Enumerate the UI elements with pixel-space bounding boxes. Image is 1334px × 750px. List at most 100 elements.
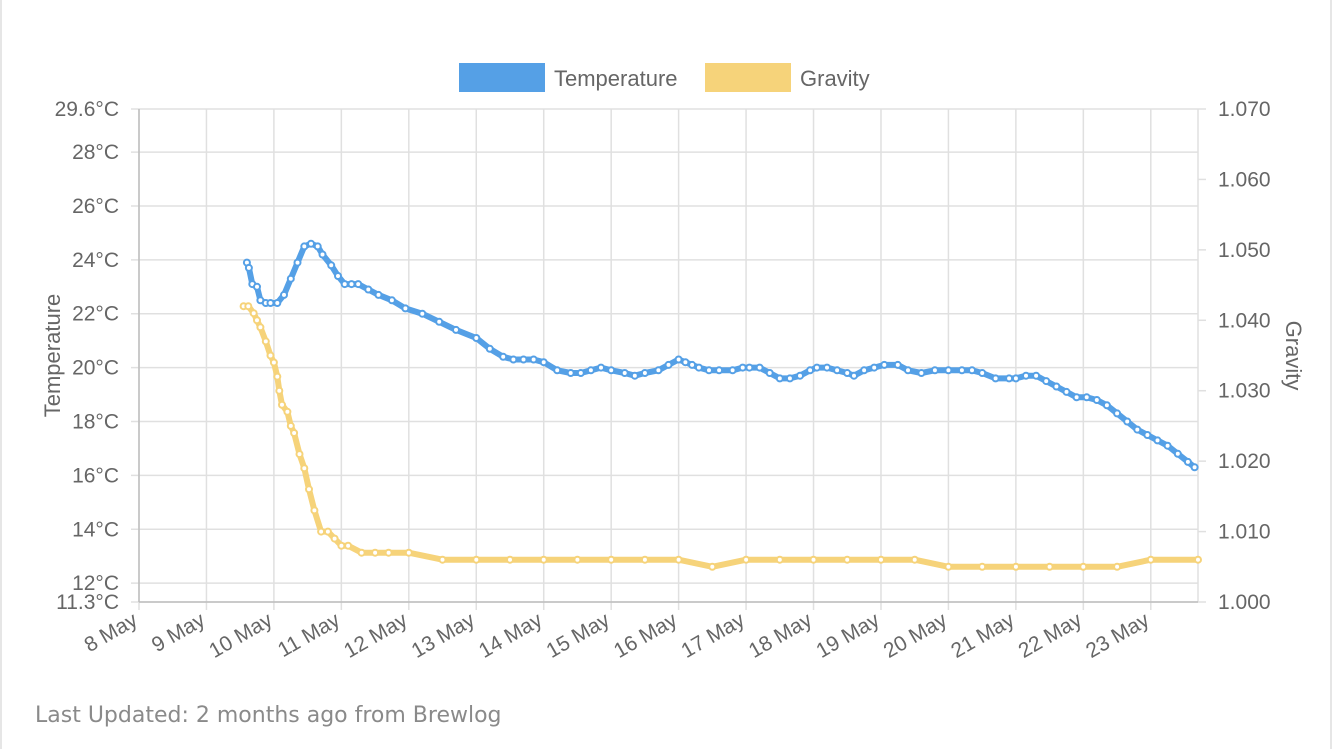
data-point-temperature — [354, 280, 363, 289]
y-left-tick-label: 12°C — [72, 572, 119, 595]
data-point-gravity — [290, 429, 299, 437]
data-point-gravity — [472, 555, 481, 564]
data-point-temperature — [374, 290, 383, 299]
data-point-gravity — [1194, 555, 1202, 564]
series-line-temperature — [243, 240, 1198, 471]
data-point-gravity — [323, 527, 332, 536]
data-point-gravity — [607, 555, 616, 564]
legend-swatch-temperature[interactable] — [459, 63, 545, 92]
x-tick-label: 9 May — [148, 608, 209, 657]
data-point-gravity — [337, 541, 346, 550]
grid — [131, 108, 1206, 610]
data-point-temperature — [387, 296, 396, 305]
data-point-temperature — [715, 366, 724, 375]
data-point-gravity — [310, 506, 319, 515]
legend-label-gravity[interactable]: Gravity — [800, 66, 870, 91]
data-point-temperature — [280, 290, 288, 299]
data-point-temperature — [244, 263, 253, 272]
data-point-temperature — [286, 274, 295, 283]
y-left-axis-title: Temperature — [40, 294, 65, 418]
data-point-temperature — [485, 344, 494, 353]
data-point-temperature — [1183, 457, 1192, 466]
data-point-temperature — [1092, 396, 1101, 404]
data-point-gravity — [330, 534, 339, 543]
data-point-temperature — [944, 366, 953, 375]
data-point-gravity — [539, 555, 548, 564]
data-point-temperature — [870, 363, 879, 372]
data-point-temperature — [529, 355, 538, 364]
data-point-temperature — [340, 280, 349, 289]
data-point-temperature — [472, 334, 481, 342]
y-left-tick-label: 24°C — [72, 249, 119, 272]
legend: Temperature Gravity — [459, 63, 870, 92]
series-temperature — [242, 239, 1199, 472]
y-right-tick-label: 1.000 — [1218, 591, 1271, 614]
y-left-tick-label: 11.3°C — [56, 591, 119, 614]
x-tick-label: 17 May — [677, 608, 749, 663]
data-point-gravity — [708, 562, 717, 571]
data-point-temperature — [1190, 463, 1199, 472]
data-point-temperature — [694, 363, 703, 372]
y-left-tick-label: 20°C — [72, 357, 119, 380]
data-point-gravity — [269, 358, 278, 367]
series-gravity — [239, 302, 1202, 571]
data-point-temperature — [452, 325, 460, 334]
data-point-gravity — [573, 555, 582, 564]
data-point-gravity — [775, 555, 784, 564]
x-tick-label: 10 May — [205, 608, 277, 663]
data-point-temperature — [1042, 377, 1051, 386]
data-point-gravity — [910, 555, 919, 564]
data-point-temperature — [664, 360, 673, 369]
x-tick-label: 15 May — [543, 608, 615, 663]
data-point-temperature — [266, 299, 275, 307]
y-left-tick-label: 28°C — [72, 141, 119, 164]
data-point-temperature — [1163, 441, 1172, 450]
data-point-temperature — [553, 366, 562, 375]
last-updated-text: Last Updated: 2 months ago from Brewlog — [35, 703, 502, 728]
data-point-gravity — [273, 372, 282, 381]
data-point-temperature — [904, 366, 912, 375]
data-point-gravity — [640, 555, 649, 564]
data-point-temperature — [1113, 409, 1122, 418]
y-left-tick-label: 26°C — [72, 195, 119, 218]
data-point-gravity — [295, 450, 304, 459]
y-left-tick-label: 16°C — [72, 464, 119, 487]
data-point-temperature — [1062, 387, 1071, 396]
data-point-temperature — [843, 369, 852, 377]
x-tick-label: 21 May — [947, 608, 1019, 663]
data-point-temperature — [785, 374, 794, 383]
data-point-temperature — [860, 366, 869, 375]
data-point-gravity — [283, 407, 292, 416]
y-right-axis-title: Gravity — [1281, 321, 1306, 391]
data-point-gravity — [809, 555, 818, 564]
x-tick-label: 23 May — [1082, 608, 1154, 663]
data-point-temperature — [253, 282, 261, 291]
data-point-temperature — [850, 371, 858, 380]
legend-swatch-gravity[interactable] — [705, 63, 791, 92]
data-point-gravity — [244, 302, 253, 311]
data-point-temperature — [586, 366, 595, 375]
data-point-temperature — [930, 366, 939, 375]
legend-label-temperature[interactable]: Temperature — [554, 66, 678, 91]
data-point-temperature — [991, 374, 1000, 383]
x-tick-label: 16 May — [610, 608, 682, 663]
data-point-temperature — [435, 317, 444, 326]
y-left-tick-label: 29.6°C — [55, 98, 119, 121]
data-point-temperature — [300, 242, 309, 251]
data-point-gravity — [286, 421, 295, 430]
data-point-temperature — [293, 258, 302, 267]
data-point-temperature — [812, 363, 821, 372]
data-point-temperature — [1173, 449, 1182, 458]
data-point-gravity — [249, 309, 258, 318]
data-point-temperature — [334, 272, 342, 280]
data-point-temperature — [1102, 401, 1111, 410]
data-point-temperature — [745, 363, 754, 372]
series-layer — [239, 239, 1202, 571]
data-point-temperature — [347, 280, 356, 289]
data-point-temperature — [318, 250, 327, 259]
x-tick-label: 12 May — [340, 608, 412, 663]
data-point-temperature — [607, 366, 616, 375]
y-right-tick-label: 1.030 — [1218, 380, 1271, 403]
